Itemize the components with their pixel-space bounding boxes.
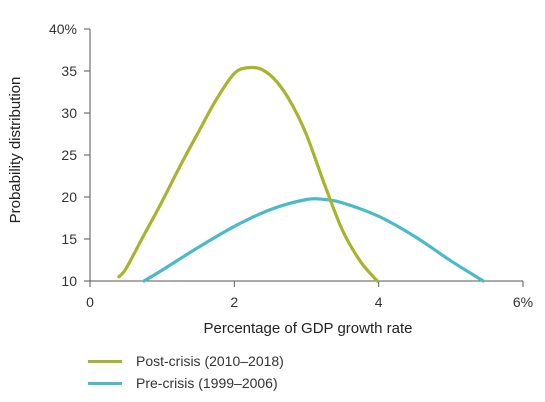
- y-tick-label: 25: [61, 147, 77, 163]
- legend-label-post-crisis: Post-crisis (2010–2018): [136, 353, 284, 369]
- y-tick-label: 20: [61, 189, 77, 205]
- series-line-pre-crisis: [142, 197, 485, 283]
- series-line-post-crisis: [117, 65, 379, 283]
- chart-legend: Post-crisis (2010–2018) Pre-crisis (1999…: [88, 350, 284, 394]
- legend-item-post-crisis: Post-crisis (2010–2018): [88, 350, 284, 372]
- y-tick-label: 30: [61, 105, 77, 121]
- chart-axes: 10 15 20 25 30 35 40% 0 2 4 6%: [49, 21, 533, 310]
- x-tick-label: 4: [375, 294, 383, 310]
- y-tick-label: 40%: [49, 21, 77, 37]
- x-tick-label: 6%: [513, 294, 533, 310]
- legend-item-pre-crisis: Pre-crisis (1999–2006): [88, 372, 284, 394]
- legend-label-pre-crisis: Pre-crisis (1999–2006): [136, 375, 278, 391]
- x-tick-label: 0: [86, 294, 94, 310]
- y-tick-label: 10: [61, 273, 77, 289]
- legend-swatch-pre-crisis: [88, 381, 122, 385]
- legend-swatch-post-crisis: [88, 359, 122, 363]
- y-tick-label: 35: [61, 63, 77, 79]
- x-tick-label: 2: [230, 294, 238, 310]
- y-tick-label: 15: [61, 231, 77, 247]
- y-axis-title: Probability distribution: [7, 77, 24, 224]
- chart-lines: [117, 65, 485, 283]
- x-axis-title: Percentage of GDP growth rate: [203, 320, 412, 337]
